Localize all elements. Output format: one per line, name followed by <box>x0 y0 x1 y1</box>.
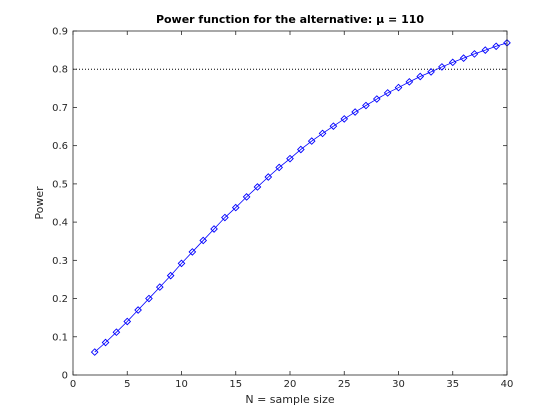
data-point-marker <box>286 154 294 163</box>
y-tick-label: 0.2 <box>52 294 68 305</box>
y-tick-label: 0.6 <box>52 141 68 152</box>
data-point-marker <box>340 115 349 123</box>
data-point-marker <box>231 203 240 212</box>
x-tick-label: 15 <box>229 379 242 390</box>
data-point-marker <box>318 129 327 138</box>
data-point-marker <box>307 137 316 145</box>
data-point-marker <box>264 173 273 181</box>
data-point-marker <box>90 348 99 356</box>
data-point-marker <box>362 101 370 110</box>
data-point-marker <box>329 122 338 131</box>
data-point-marker <box>405 77 414 86</box>
data-point-marker <box>112 328 121 337</box>
data-point-marker <box>492 42 500 51</box>
x-tick-label: 20 <box>284 379 297 390</box>
data-point-marker <box>459 54 468 62</box>
data-point-marker <box>155 283 164 291</box>
plot-area <box>73 31 507 375</box>
data-point-marker <box>177 259 186 268</box>
x-tick-label: 5 <box>124 379 130 390</box>
y-axis-label: Power <box>33 186 46 220</box>
y-tick-label: 0.8 <box>52 65 68 76</box>
data-point-marker <box>481 46 490 54</box>
ticks-layer: 0 5 10 15 20 25 30 35 40 0 0.1 0.2 0.3 0.4 0.5 0.6 0.7 0.… <box>52 27 513 391</box>
data-point-marker <box>123 317 132 326</box>
data-point-marker <box>101 338 110 347</box>
x-axis-label: N = sample size <box>245 393 334 406</box>
data-point-marker <box>438 63 446 71</box>
chart-title: Power function for the alternative: μ = … <box>156 13 424 26</box>
data-point-marker <box>145 294 153 303</box>
data-point-marker <box>351 108 359 116</box>
y-tick-label: 0.3 <box>52 256 68 267</box>
x-tick-label: 10 <box>175 379 188 390</box>
x-tick-label: 0 <box>70 379 76 390</box>
data-point-marker <box>383 89 392 97</box>
y-tick-label: 0 <box>62 371 68 382</box>
data-point-marker <box>297 145 305 154</box>
data-point-marker <box>372 95 381 103</box>
x-tick-label: 35 <box>446 379 459 390</box>
data-point-marker <box>275 163 283 172</box>
data-point-marker <box>253 183 262 191</box>
data-point-marker <box>188 248 197 256</box>
y-tick-label: 0.4 <box>52 218 68 229</box>
x-tick-label: 40 <box>501 379 514 390</box>
data-point-marker <box>448 58 457 67</box>
data-point-marker <box>221 213 229 222</box>
x-tick-label: 25 <box>338 379 351 390</box>
y-tick-label: 0.7 <box>52 103 68 114</box>
data-point-marker <box>210 225 218 233</box>
data-point-marker <box>166 271 175 280</box>
y-tick-label: 0.5 <box>52 179 68 190</box>
series-line <box>94 42 508 353</box>
y-tick-label: 0.1 <box>52 332 68 343</box>
data-point-marker <box>134 306 142 314</box>
data-point-marker <box>199 236 208 245</box>
data-point-marker <box>427 68 435 76</box>
data-point-marker <box>242 193 251 201</box>
x-tick-label: 30 <box>392 379 405 390</box>
series-layer <box>90 39 511 356</box>
data-point-marker <box>394 83 403 92</box>
y-tick-label: 0.9 <box>52 27 68 38</box>
data-point-marker <box>416 72 425 81</box>
data-point-marker <box>470 50 479 58</box>
